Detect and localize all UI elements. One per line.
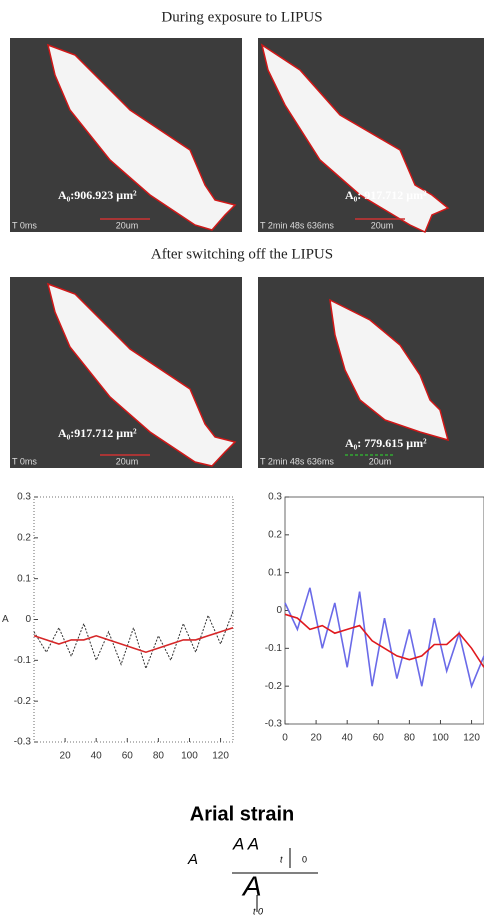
time-stamp: T 0ms bbox=[12, 456, 37, 466]
y-tick-label: -0.2 bbox=[265, 681, 283, 692]
x-tick-label: 120 bbox=[212, 751, 229, 762]
area-label: A₀: 917.712 μm² bbox=[345, 188, 427, 202]
data-line bbox=[33, 626, 234, 654]
x-tick-label: 40 bbox=[342, 733, 354, 744]
formula-denominator: A bbox=[241, 870, 262, 901]
cell-outline bbox=[329, 298, 450, 442]
y-tick-label: -0.3 bbox=[265, 719, 283, 730]
data-line bbox=[33, 611, 234, 671]
x-tick-label: 80 bbox=[404, 733, 416, 744]
formula-subscript: t 0 bbox=[253, 906, 263, 916]
cell-outline bbox=[260, 43, 450, 234]
x-tick-label: 0 bbox=[282, 733, 288, 744]
scale-label: 20um bbox=[116, 456, 139, 466]
data-line bbox=[284, 613, 484, 668]
x-tick-label: 60 bbox=[373, 733, 385, 744]
time-stamp: T 0ms bbox=[12, 220, 37, 230]
x-tick-label: 20 bbox=[60, 751, 72, 762]
y-tick-label: 0 bbox=[25, 614, 31, 625]
x-tick-label: 100 bbox=[432, 733, 449, 744]
x-tick-label: 40 bbox=[91, 751, 103, 762]
time-stamp: T 2min 48s 636ms bbox=[260, 220, 334, 230]
y-tick-label: -0.3 bbox=[14, 737, 32, 748]
x-tick-label: 120 bbox=[463, 733, 480, 744]
data-line bbox=[284, 587, 484, 689]
formula-title: Arial strain bbox=[190, 803, 294, 825]
y-tick-label: 0.3 bbox=[268, 492, 282, 503]
y-tick-label: -0.2 bbox=[14, 696, 32, 707]
scale-label: 20um bbox=[116, 220, 139, 230]
scale-label: 20um bbox=[371, 220, 394, 230]
y-tick-label: 0.3 bbox=[17, 492, 31, 503]
y-tick-label: 0.2 bbox=[268, 529, 282, 540]
area-label: A₀:906.923 μm² bbox=[58, 188, 137, 202]
formula-subscript: 0 bbox=[302, 854, 307, 864]
y-axis-label: A bbox=[2, 614, 9, 625]
x-tick-label: 80 bbox=[153, 751, 165, 762]
y-tick-label: 0.2 bbox=[17, 532, 31, 543]
x-tick-label: 60 bbox=[122, 751, 134, 762]
formula-lhs: A bbox=[187, 851, 198, 868]
y-tick-label: 0.1 bbox=[17, 573, 31, 584]
y-tick-label: -0.1 bbox=[265, 643, 283, 654]
scale-label: 20um bbox=[369, 456, 392, 466]
cell-outline bbox=[46, 282, 237, 467]
area-label: A₀: 779.615 μm² bbox=[345, 436, 427, 450]
cell-outline bbox=[46, 43, 237, 231]
formula-subscript: t bbox=[280, 854, 283, 864]
x-tick-label: 20 bbox=[311, 733, 323, 744]
plot-frame bbox=[33, 496, 234, 743]
y-tick-label: 0 bbox=[276, 605, 282, 616]
y-tick-label: 0.1 bbox=[268, 567, 282, 578]
area-label: A₀:917.712 μm² bbox=[58, 426, 137, 440]
caption: After switching off the LIPUS bbox=[151, 246, 333, 262]
y-tick-label: -0.1 bbox=[14, 655, 32, 666]
caption: During exposure to LIPUS bbox=[161, 9, 322, 25]
formula-numerator: A A bbox=[232, 834, 259, 853]
x-tick-label: 100 bbox=[181, 751, 198, 762]
time-stamp: T 2min 48s 636ms bbox=[260, 456, 334, 466]
